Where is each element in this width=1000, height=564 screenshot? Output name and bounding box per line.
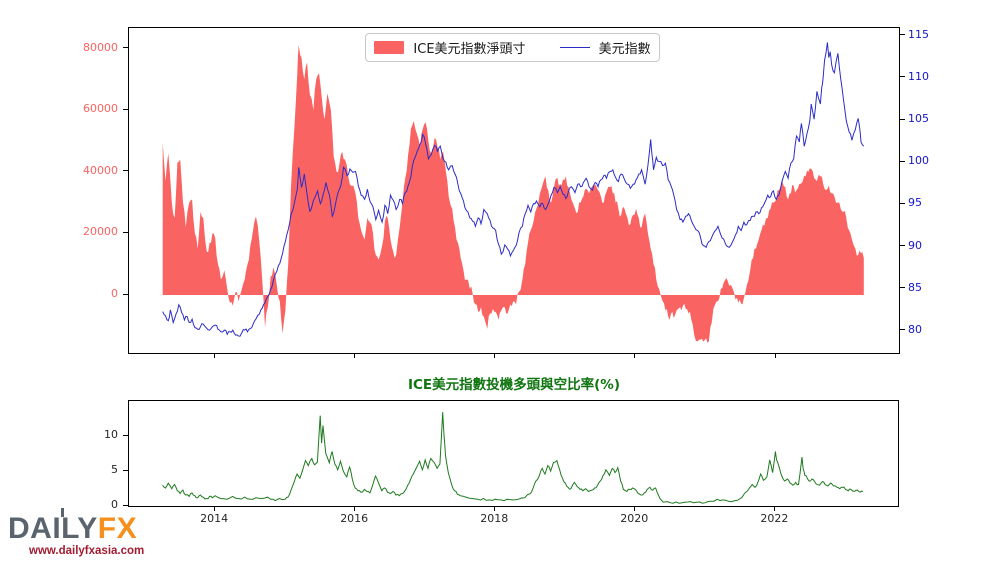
main-chart-x-tick — [213, 354, 215, 358]
ratio-x-tick — [633, 507, 635, 511]
x-axis-year-label: 2022 — [760, 512, 789, 525]
legend: ICE美元指數淨頭寸 美元指數 — [365, 33, 660, 62]
right-axis-tick — [900, 245, 905, 247]
ratio-x-tick — [353, 507, 355, 511]
right-axis-tick-label: 85 — [908, 280, 922, 294]
left-axis-tick — [123, 108, 128, 110]
logo-candlestick-icon — [61, 508, 64, 517]
ratio-y-tick — [123, 434, 128, 436]
ratio-y-tick — [123, 469, 128, 471]
ratio-chart-title: ICE美元指數投機多頭與空比率(%) — [407, 377, 621, 393]
left-axis-tick-label: 80000 — [83, 40, 118, 54]
right-axis-tick-label: 90 — [908, 238, 922, 252]
ratio-y-tick-label: 0 — [111, 498, 118, 512]
right-axis-tick-label: 95 — [908, 196, 922, 210]
dailyfx-logo: DAILYFX www.dailyfxasia.com — [8, 508, 145, 557]
logo-wordmark: DAILYFX — [8, 514, 144, 544]
x-axis-year-label: 2018 — [480, 512, 509, 525]
right-axis-tick-label: 100 — [908, 154, 929, 168]
right-axis-tick — [900, 34, 905, 36]
left-axis-tick — [123, 293, 128, 295]
dollar-index-line-icon — [559, 47, 590, 48]
ratio-x-tick — [213, 507, 215, 511]
right-axis-tick — [900, 287, 905, 289]
right-axis-tick — [900, 202, 905, 204]
logo-daily-text: DAILY — [8, 512, 98, 545]
x-axis-year-label: 2016 — [340, 512, 369, 525]
left-axis-tick-label: 0 — [111, 287, 118, 300]
ratio-y-tick — [123, 504, 128, 506]
ratio-x-tick — [493, 507, 495, 511]
main-chart-plot — [128, 27, 900, 354]
legend-label-net-position: ICE美元指數淨頭寸 — [413, 42, 526, 57]
right-axis-tick-label: 105 — [908, 112, 929, 126]
x-axis-year-label: 2020 — [620, 512, 649, 525]
ratio-y-tick-label: 10 — [104, 428, 118, 442]
x-axis-year-label: 2014 — [200, 512, 229, 525]
right-axis-tick — [900, 118, 905, 120]
ratio-line — [162, 412, 864, 504]
legend-item-dollar-index: 美元指數 — [559, 38, 651, 57]
left-axis-tick — [123, 231, 128, 233]
left-axis-tick-label: 60000 — [83, 102, 118, 116]
logo-fx-text: FX — [97, 512, 138, 545]
main-chart-x-tick — [353, 354, 355, 358]
right-axis-tick — [900, 329, 905, 331]
net-position-area — [162, 44, 864, 343]
left-axis-tick-label: 20000 — [83, 225, 118, 239]
right-axis-tick-label: 110 — [908, 69, 929, 83]
net-position-swatch-icon — [374, 41, 405, 54]
main-chart-x-tick — [774, 354, 776, 358]
left-axis-tick-label: 40000 — [83, 163, 118, 177]
right-axis-tick — [900, 76, 905, 78]
legend-item-net-position: ICE美元指數淨頭寸 — [374, 38, 526, 57]
ratio-x-tick — [773, 507, 775, 511]
main-chart-x-tick — [634, 354, 636, 358]
ratio-y-tick-label: 5 — [111, 463, 118, 477]
main-chart-x-tick — [494, 354, 496, 358]
logo-url: www.dailyfxasia.com — [29, 545, 145, 557]
left-axis-tick — [123, 47, 128, 49]
left-axis-tick — [123, 170, 128, 172]
legend-label-dollar-index: 美元指數 — [598, 42, 651, 57]
right-axis-tick-label: 115 — [908, 27, 929, 41]
right-axis-tick-label: 80 — [908, 322, 922, 336]
ratio-chart-plot — [128, 400, 899, 507]
dollar-index-line — [162, 42, 865, 337]
right-axis-tick — [900, 160, 905, 162]
